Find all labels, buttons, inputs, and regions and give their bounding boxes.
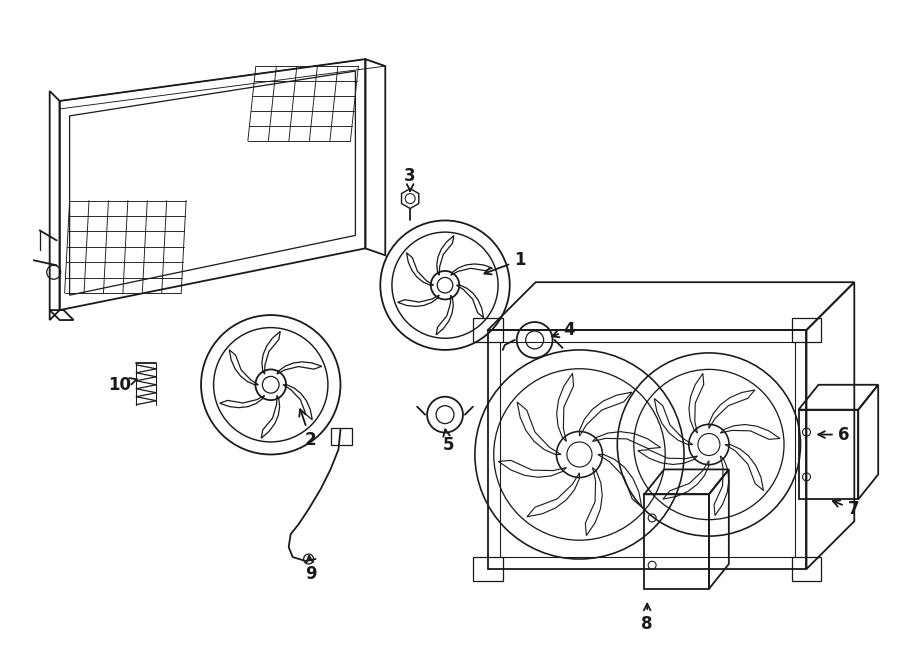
Text: 10: 10	[108, 375, 137, 394]
Text: 2: 2	[299, 409, 317, 449]
Text: 5: 5	[442, 429, 454, 453]
Text: 7: 7	[832, 500, 859, 518]
Text: 6: 6	[818, 426, 849, 444]
Text: 1: 1	[484, 251, 526, 274]
Text: 3: 3	[404, 167, 416, 191]
Text: 4: 4	[552, 321, 575, 339]
Text: 8: 8	[642, 603, 652, 633]
Text: 9: 9	[305, 556, 317, 583]
